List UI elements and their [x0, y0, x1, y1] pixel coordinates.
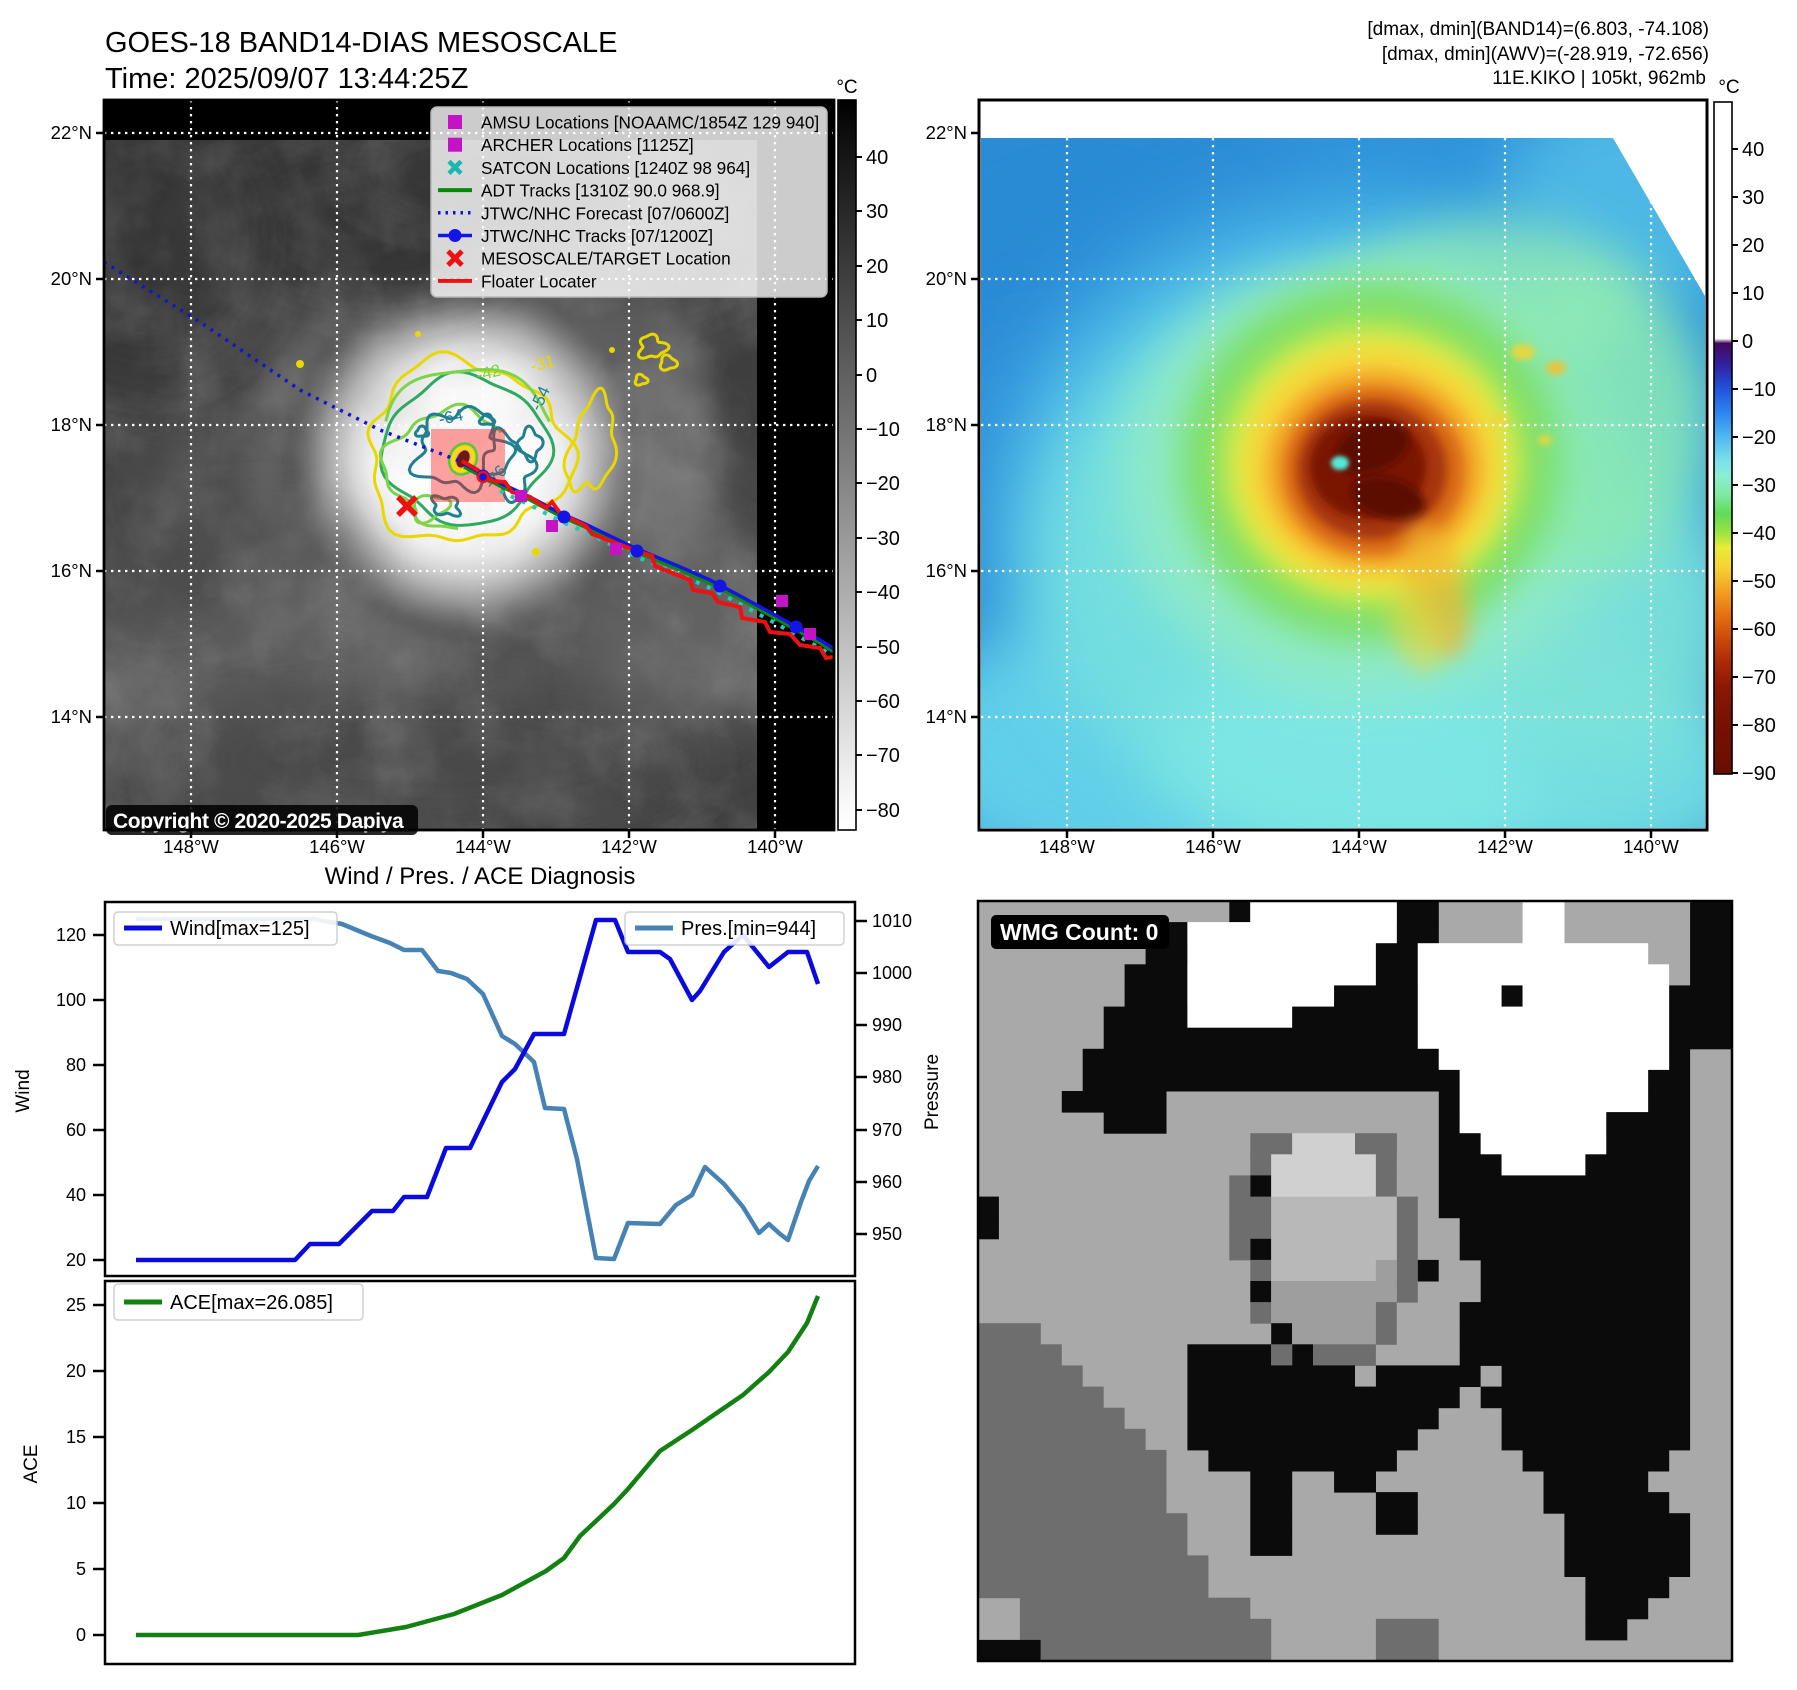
svg-text:ARCHER Locations [1125Z]: ARCHER Locations [1125Z]	[481, 135, 694, 155]
svg-text:18°N: 18°N	[926, 414, 967, 435]
svg-text:Pres.[min=944]: Pres.[min=944]	[681, 918, 816, 940]
svg-text:−80: −80	[866, 800, 900, 822]
svg-text:148°W: 148°W	[163, 836, 219, 857]
svg-text:Pressure: Pressure	[922, 1054, 943, 1130]
svg-text:−50: −50	[866, 637, 900, 659]
svg-text:-64: -64	[437, 405, 465, 429]
svg-text:40: 40	[866, 147, 888, 169]
svg-text:°C: °C	[836, 77, 857, 98]
svg-text:10: 10	[1742, 283, 1764, 305]
svg-text:16°N: 16°N	[926, 560, 967, 581]
svg-text:16°N: 16°N	[51, 560, 92, 581]
svg-text:10: 10	[66, 1493, 86, 1513]
svg-text:[dmax, dmin](AWV)=(-28.919, -7: [dmax, dmin](AWV)=(-28.919, -72.656)	[1382, 44, 1709, 65]
svg-text:−40: −40	[1742, 523, 1776, 545]
svg-text:990: 990	[872, 1015, 902, 1035]
svg-text:100: 100	[56, 990, 86, 1010]
svg-text:−20: −20	[1742, 427, 1776, 449]
svg-text:AMSU Locations [NOAAMC/1854Z 1: AMSU Locations [NOAAMC/1854Z 129 940]	[481, 113, 819, 133]
svg-text:20: 20	[66, 1250, 86, 1270]
svg-text:60: 60	[66, 1120, 86, 1140]
svg-text:25: 25	[66, 1295, 86, 1315]
svg-text:Floater Locater: Floater Locater	[481, 271, 597, 291]
svg-text:22°N: 22°N	[926, 122, 967, 143]
svg-text:80: 80	[66, 1055, 86, 1075]
svg-text:10: 10	[866, 310, 888, 332]
svg-text:Wind: Wind	[13, 1069, 34, 1112]
svg-text:−10: −10	[1742, 379, 1776, 401]
svg-text:970: 970	[872, 1120, 902, 1140]
svg-text:−60: −60	[866, 691, 900, 713]
svg-text:−80: −80	[1742, 715, 1776, 737]
svg-text:20: 20	[66, 1361, 86, 1381]
svg-text:−70: −70	[866, 745, 900, 767]
svg-text:22°N: 22°N	[51, 122, 92, 143]
svg-text:JTWC/NHC Tracks [07/1200Z]: JTWC/NHC Tracks [07/1200Z]	[481, 226, 713, 246]
svg-text:144°W: 144°W	[1331, 836, 1387, 857]
svg-text:Wind[max=125]: Wind[max=125]	[170, 918, 310, 940]
svg-text:950: 950	[872, 1224, 902, 1244]
svg-text:18°N: 18°N	[51, 414, 92, 435]
svg-text:ACE: ACE	[21, 1444, 42, 1483]
svg-text:−30: −30	[866, 528, 900, 550]
svg-text:980: 980	[872, 1067, 902, 1087]
svg-text:Wind / Pres. / ACE Diagnosis: Wind / Pres. / ACE Diagnosis	[325, 863, 636, 890]
svg-text:1000: 1000	[872, 963, 912, 983]
svg-text:144°W: 144°W	[455, 836, 511, 857]
svg-text:−60: −60	[1742, 619, 1776, 641]
svg-text:140°W: 140°W	[747, 836, 803, 857]
svg-text:30: 30	[866, 201, 888, 223]
svg-text:40: 40	[66, 1185, 86, 1205]
svg-text:142°W: 142°W	[601, 836, 657, 857]
svg-text:146°W: 146°W	[1185, 836, 1241, 857]
svg-text:140°W: 140°W	[1623, 836, 1679, 857]
svg-text:−90: −90	[1742, 763, 1776, 785]
svg-text:142°W: 142°W	[1477, 836, 1533, 857]
svg-text:−40: −40	[866, 582, 900, 604]
svg-text:120: 120	[56, 925, 86, 945]
svg-text:−10: −10	[866, 419, 900, 441]
svg-text:ADT Tracks [1310Z 90.0 968.9]: ADT Tracks [1310Z 90.0 968.9]	[481, 181, 720, 201]
svg-text:15: 15	[66, 1427, 86, 1447]
svg-text:−30: −30	[1742, 475, 1776, 497]
svg-text:30: 30	[1742, 187, 1764, 209]
svg-text:ACE[max=26.085]: ACE[max=26.085]	[170, 1292, 333, 1314]
svg-text:146°W: 146°W	[309, 836, 365, 857]
svg-text:20°N: 20°N	[926, 268, 967, 289]
svg-text:20: 20	[1742, 235, 1764, 257]
svg-text:0: 0	[76, 1625, 86, 1645]
svg-text:0: 0	[1742, 331, 1753, 353]
svg-text:−20: −20	[866, 473, 900, 495]
svg-text:960: 960	[872, 1172, 902, 1192]
svg-text:20°N: 20°N	[51, 268, 92, 289]
svg-text:14°N: 14°N	[926, 706, 967, 727]
svg-text:40: 40	[1742, 139, 1764, 161]
svg-text:SATCON Locations [1240Z 98 964: SATCON Locations [1240Z 98 964]	[481, 158, 750, 178]
svg-text:−50: −50	[1742, 571, 1776, 593]
svg-text:[dmax, dmin](BAND14)=(6.803, -: [dmax, dmin](BAND14)=(6.803, -74.108)	[1367, 19, 1709, 40]
svg-text:11E.KIKO | 105kt, 962mb: 11E.KIKO | 105kt, 962mb	[1492, 68, 1706, 89]
svg-text:°C: °C	[1718, 77, 1739, 98]
svg-text:20: 20	[866, 256, 888, 278]
svg-text:5: 5	[76, 1559, 86, 1579]
svg-text:Copyright © 2020-2025 Dapiya: Copyright © 2020-2025 Dapiya	[113, 810, 404, 833]
svg-text:0: 0	[866, 365, 877, 387]
svg-text:WMG Count: 0: WMG Count: 0	[1000, 919, 1158, 945]
svg-text:MESOSCALE/TARGET Location: MESOSCALE/TARGET Location	[481, 249, 731, 269]
svg-text:−70: −70	[1742, 667, 1776, 689]
svg-text:GOES-18 BAND14-DIAS MESOSCALE: GOES-18 BAND14-DIAS MESOSCALE	[105, 27, 618, 59]
svg-text:14°N: 14°N	[51, 706, 92, 727]
svg-text:148°W: 148°W	[1039, 836, 1095, 857]
svg-text:Time: 2025/09/07 13:44:25Z: Time: 2025/09/07 13:44:25Z	[105, 63, 468, 95]
svg-text:JTWC/NHC Forecast [07/0600Z]: JTWC/NHC Forecast [07/0600Z]	[481, 203, 729, 223]
svg-text:1010: 1010	[872, 911, 912, 931]
